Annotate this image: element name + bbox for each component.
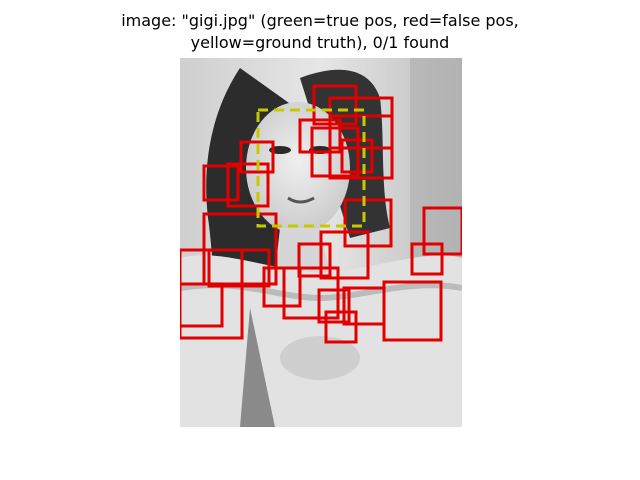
false-positive-box bbox=[410, 242, 444, 276]
title-line-1: image: "gigi.jpg" (green=true pos, red=f… bbox=[121, 11, 519, 30]
figure-title: image: "gigi.jpg" (green=true pos, red=f… bbox=[0, 10, 640, 54]
image-canvas bbox=[180, 58, 462, 427]
false-positive-box bbox=[298, 118, 342, 154]
false-positive-box bbox=[282, 266, 340, 320]
detection-figure bbox=[180, 58, 462, 427]
false-positive-box bbox=[297, 242, 332, 278]
photo-neck bbox=[275, 228, 330, 273]
false-positive-box bbox=[312, 84, 358, 126]
false-positive-boxes bbox=[180, 84, 462, 344]
false-positive-box bbox=[328, 114, 394, 180]
false-positive-box bbox=[226, 162, 270, 208]
false-positive-box bbox=[324, 310, 358, 344]
photo-ribbon bbox=[240, 308, 275, 427]
false-positive-box bbox=[180, 282, 224, 328]
false-positive-box bbox=[340, 138, 374, 174]
false-positive-box bbox=[262, 266, 302, 308]
ground-truth-box bbox=[256, 108, 366, 228]
false-positive-box bbox=[202, 164, 240, 202]
photo-face bbox=[246, 102, 350, 234]
photo-hands bbox=[280, 336, 360, 380]
photo-mouth bbox=[287, 196, 315, 204]
false-positive-box bbox=[319, 230, 370, 280]
false-positive-box bbox=[317, 288, 351, 324]
false-positive-box bbox=[382, 280, 443, 342]
title-line-2: yellow=ground truth), 0/1 found bbox=[190, 33, 450, 52]
false-positive-box bbox=[310, 126, 360, 178]
false-positive-box bbox=[239, 140, 275, 174]
